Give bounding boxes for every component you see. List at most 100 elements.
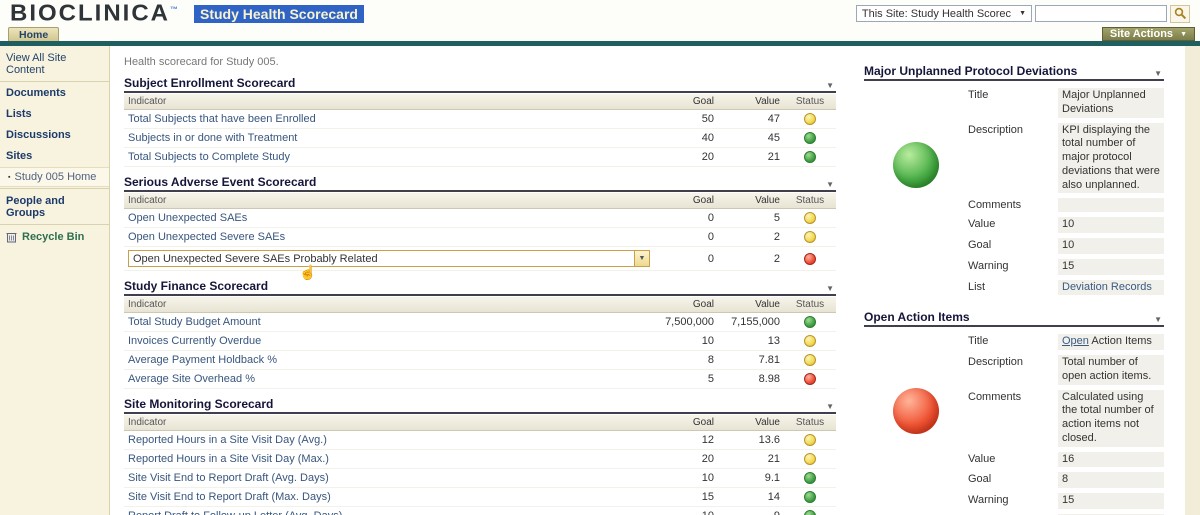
status-indicator [804, 472, 816, 484]
section-menu-arrow-icon[interactable]: ▼ [1154, 69, 1162, 78]
value-cell: 9.1 [764, 472, 780, 484]
indicator-link[interactable]: Average Payment Holdback % [128, 354, 277, 366]
indicator-link[interactable]: Invoices Currently Overdue [128, 335, 262, 347]
table-header: Indicator Goal Value Status [124, 297, 836, 313]
kpi-field-value: Major Unplanned Deviations [1058, 88, 1164, 118]
kpi-field-text: Action Items [1088, 335, 1152, 348]
section-menu-arrow-icon[interactable]: ▼ [826, 284, 834, 293]
kpi-field-row: Description KPI displaying the total num… [968, 122, 1164, 194]
sidebar-item-discussions[interactable]: Discussions [6, 129, 71, 141]
search-input[interactable] [1035, 5, 1167, 22]
goal-cell: 0 [707, 252, 714, 265]
kpi-field-value: 15 [1058, 258, 1164, 275]
kpi-fields: Title Major Unplanned Deviations Descrip… [968, 88, 1164, 300]
kpi-field-value: Open Action Items [1058, 334, 1164, 350]
indicator-link[interactable]: Total Study Budget Amount [128, 316, 261, 328]
indicator-link[interactable]: Report Draft to Follow-up Letter (Avg. D… [128, 510, 342, 515]
sidebar-item-people-and-groups[interactable]: People and Groups [0, 188, 109, 224]
value-cell: 21 [767, 453, 780, 465]
table-row: Open Unexpected Severe SAEs 0 2 [124, 228, 836, 247]
status-indicator [804, 113, 816, 125]
top-header-bar: BIOCLINICA™ Study Health Scorecard This … [0, 0, 1200, 27]
column-header-value: Value [755, 96, 780, 107]
indicator-link[interactable]: Average Site Overhead % [128, 373, 255, 385]
tab-home[interactable]: Home [8, 27, 60, 41]
scorecard-section: Subject Enrollment Scorecard ▼ Indicator… [124, 76, 836, 167]
sidebar-item-recycle-bin[interactable]: Recycle Bin [0, 224, 109, 249]
trademark-mark: ™ [170, 4, 178, 14]
scorecard-section: Serious Adverse Event Scorecard ▼ Indica… [124, 175, 836, 280]
section-title: Site Monitoring Scorecard [124, 397, 274, 411]
indicator-link[interactable]: Site Visit End to Report Draft (Avg. Day… [128, 472, 329, 484]
column-header-indicator: Indicator [128, 417, 167, 428]
indicator-link[interactable]: Reported Hours in a Site Visit Day (Avg.… [128, 434, 327, 446]
search-scope-label: This Site: Study Health Scorec [861, 7, 1012, 20]
kpi-field-row: Description Total number of open action … [968, 355, 1164, 385]
indicator-link[interactable]: Site Visit End to Report Draft (Max. Day… [128, 491, 331, 503]
sidebar-item-view-all-site-content[interactable]: View All Site Content [0, 46, 109, 82]
sidebar-item-label: Recycle Bin [22, 231, 85, 243]
indicator-link[interactable]: Open Unexpected Severe SAEs [128, 231, 286, 243]
sidebar-item-lists[interactable]: Lists [6, 108, 32, 120]
status-indicator [804, 231, 816, 243]
goal-cell: 10 [656, 510, 718, 515]
scorecard-sections: Subject Enrollment Scorecard ▼ Indicator… [124, 76, 836, 515]
goal-cell: 0 [707, 231, 714, 243]
indicator-link[interactable]: Subjects in or done with Treatment [128, 132, 298, 144]
section-header: Major Unplanned Protocol Deviations ▼ [864, 64, 1164, 81]
sidebar-item-documents[interactable]: Documents [6, 87, 66, 99]
chevron-down-icon: ▼ [1180, 30, 1187, 38]
search-button[interactable] [1170, 4, 1190, 23]
indicator-combobox[interactable]: Open Unexpected Severe SAEs Probably Rel… [128, 250, 650, 280]
goal-cell: 7,500,000 [665, 316, 714, 328]
goal-cell: 10 [701, 335, 714, 347]
table-header: Indicator Goal Value Status [124, 193, 836, 209]
table-row: Average Site Overhead % 5 8.98 [124, 370, 836, 389]
scorecard-section: Study Finance Scorecard ▼ Indicator Goal… [124, 279, 836, 389]
kpi-field-label: Goal [968, 473, 992, 486]
kpi-field-row: Goal 10 [968, 238, 1164, 254]
table-row: Reported Hours in a Site Visit Day (Max.… [124, 450, 836, 469]
combobox-dropdown-button[interactable]: ▼ [634, 251, 649, 266]
kpi-panel: Open Action Items ▼ Title Open Action It… [864, 310, 1164, 515]
kpi-field-value: Calculated using the total number of act… [1058, 389, 1164, 447]
status-indicator [804, 491, 816, 503]
section-title: Study Finance Scorecard [124, 279, 269, 293]
kpi-field-text: KPI displaying the total number of major… [1062, 123, 1160, 191]
kpi-field-text: 15 [1062, 494, 1075, 506]
kpi-field-row: Goal 8 [968, 472, 1164, 488]
search-scope-dropdown[interactable]: This Site: Study Health Scorec ▼ [855, 5, 1032, 22]
kpi-field-label: Value [968, 452, 996, 465]
kpi-field-text: 10 [1062, 239, 1075, 251]
kpi-field-value: 15 [1058, 493, 1164, 509]
indicator-link[interactable]: Total Subjects to Complete Study [128, 151, 291, 163]
sidebar-item-study-005-home[interactable]: ▪ Study 005 Home [0, 167, 109, 187]
table-row: Total Subjects that have been Enrolled 5… [124, 110, 836, 129]
value-cell: 14 [767, 491, 780, 503]
section-menu-arrow-icon[interactable]: ▼ [1154, 315, 1162, 325]
site-actions-button[interactable]: Site Actions ▼ [1101, 27, 1195, 41]
goal-cell: 8 [707, 354, 714, 366]
kpi-field-text: 10 [1062, 218, 1075, 231]
table-row: Invoices Currently Overdue 10 13 [124, 332, 836, 351]
sidebar-item-sites[interactable]: Sites [6, 150, 33, 162]
indicator-link[interactable]: Reported Hours in a Site Visit Day (Max.… [128, 453, 329, 465]
kpi-field-row: Title Major Unplanned Deviations [968, 88, 1164, 118]
section-menu-arrow-icon[interactable]: ▼ [826, 402, 834, 411]
status-indicator [804, 252, 816, 265]
section-menu-arrow-icon[interactable]: ▼ [826, 81, 834, 90]
status-indicator [804, 510, 816, 515]
table-header: Indicator Goal Value Status [124, 94, 836, 110]
table-rows: Open Unexpected SAEs 0 5 Open Unexpected… [124, 209, 836, 280]
table-header: Indicator Goal Value Status [124, 415, 836, 431]
kpi-field-link[interactable]: Open [1062, 335, 1089, 348]
kpi-field-link[interactable]: Deviation Records [1062, 280, 1152, 293]
section-header: Serious Adverse Event Scorecard ▼ [124, 175, 836, 192]
status-indicator [804, 316, 816, 328]
indicator-link[interactable]: Total Subjects that have been Enrolled [128, 113, 316, 125]
column-header-indicator: Indicator [128, 195, 167, 206]
section-menu-arrow-icon[interactable]: ▼ [826, 180, 834, 189]
table-rows: Reported Hours in a Site Visit Day (Avg.… [124, 431, 836, 515]
indicator-link[interactable]: Open Unexpected SAEs [128, 212, 248, 224]
table-row: Open Unexpected Severe SAEs Probably Rel… [124, 247, 836, 280]
